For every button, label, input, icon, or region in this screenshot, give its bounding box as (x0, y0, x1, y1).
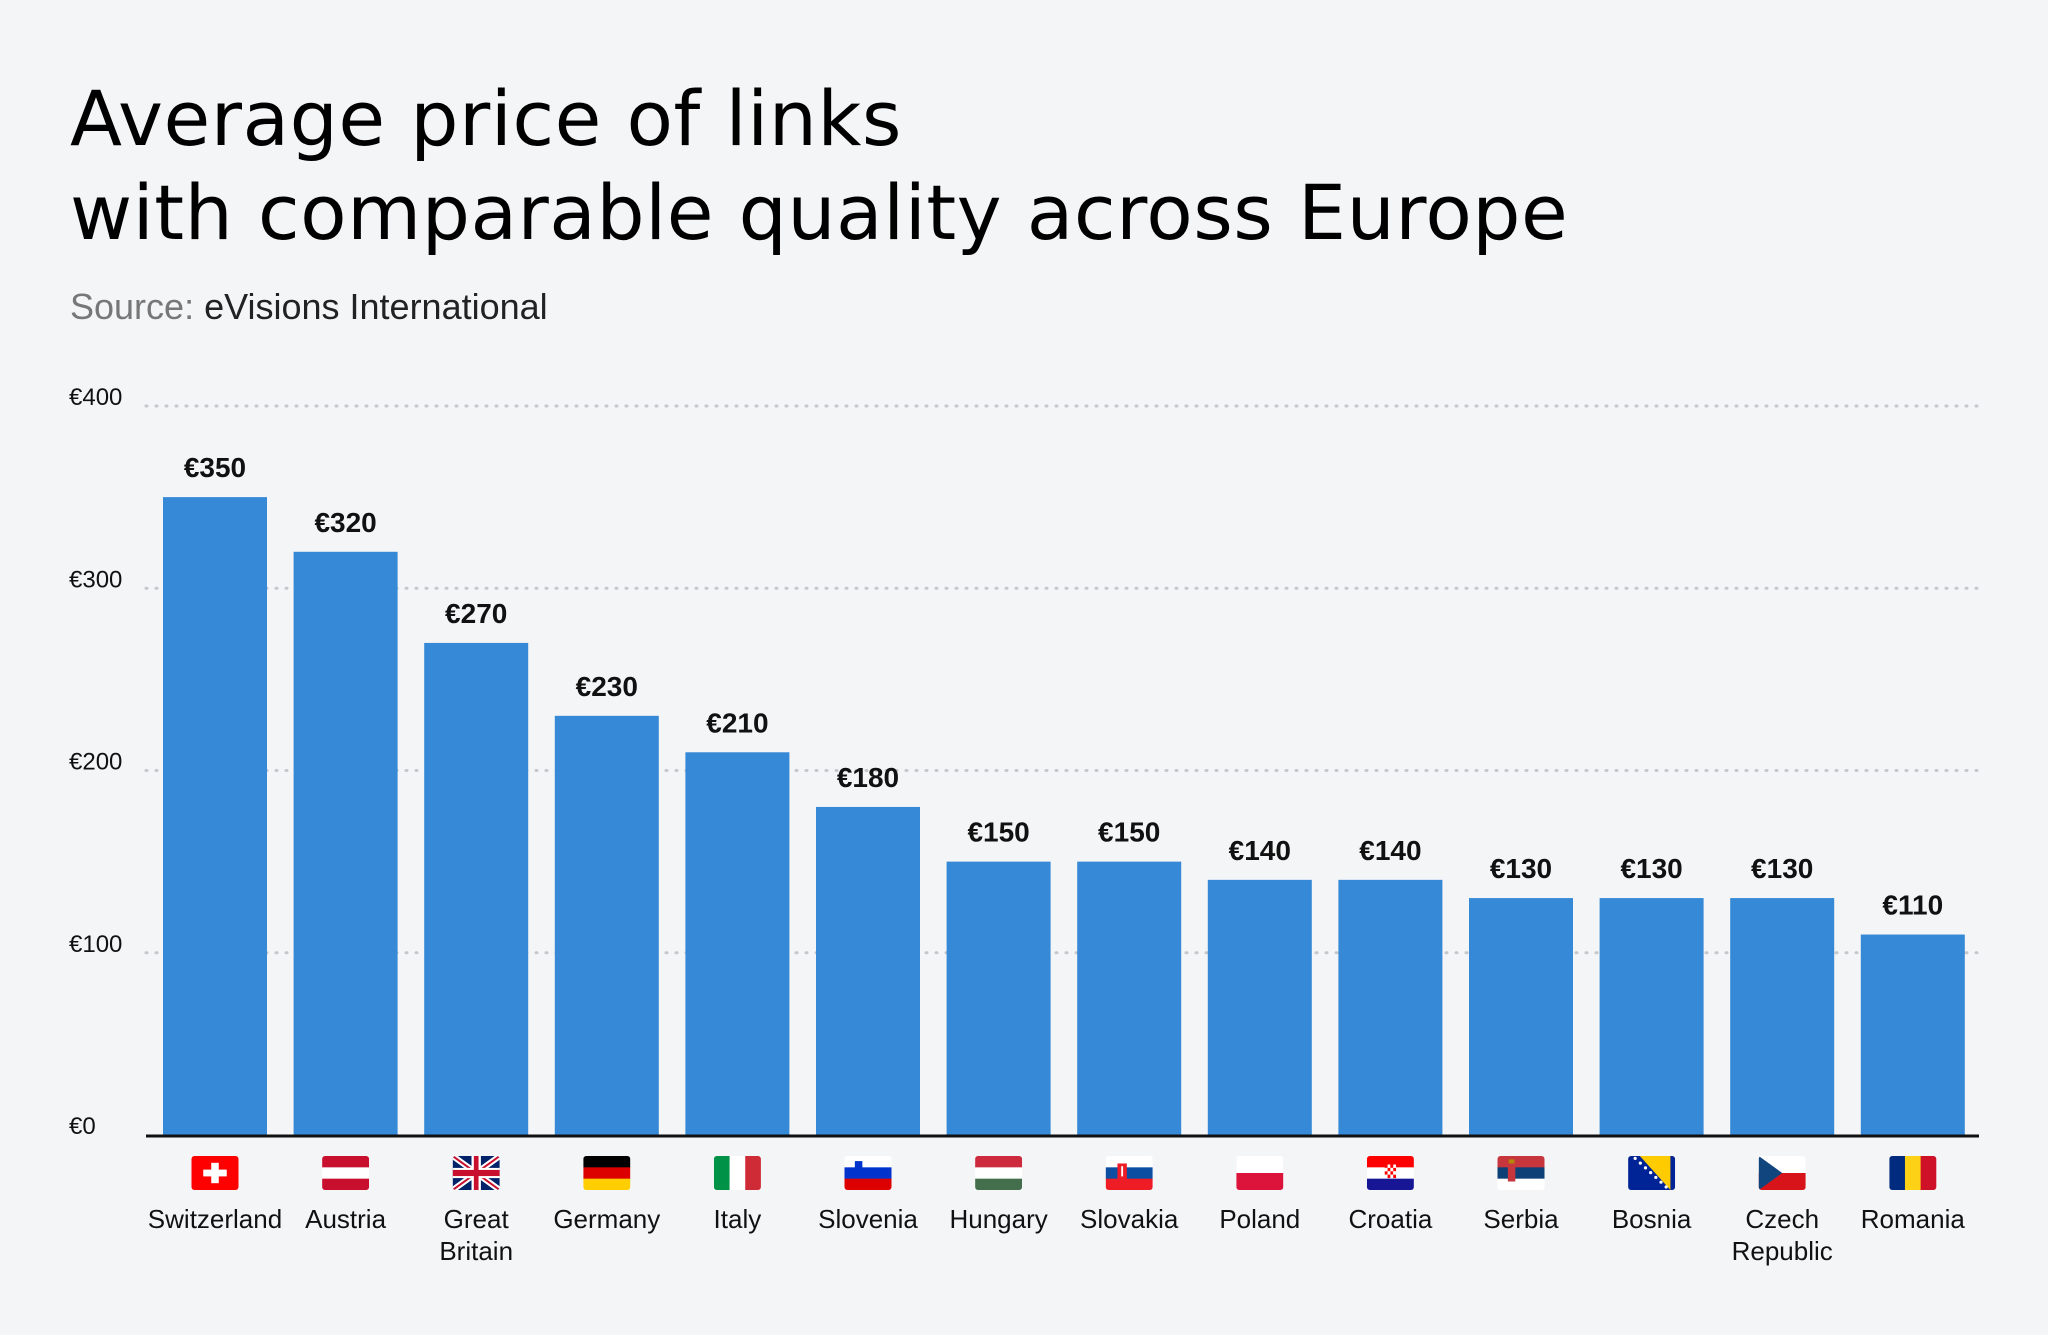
x-tick-label: Italy (714, 1204, 762, 1234)
x-tick-label: Switzerland (148, 1204, 282, 1234)
x-tick-label: Romania (1861, 1204, 1966, 1234)
value-label: €140 (1229, 835, 1291, 866)
flag-hu-icon (975, 1156, 1023, 1190)
y-tick-label: €400 (69, 384, 122, 411)
x-tick-label: Croatia (1348, 1204, 1432, 1234)
value-label: €130 (1490, 853, 1552, 884)
value-label: €150 (1098, 817, 1160, 848)
flag-ch-icon (191, 1156, 239, 1190)
flag-rs-icon (1497, 1156, 1545, 1190)
source-label: Source: (70, 286, 195, 327)
x-tick-label: Serbia (1483, 1204, 1559, 1234)
x-tick-label: Britain (439, 1236, 513, 1266)
bar (1599, 898, 1704, 1135)
x-tick-label: Hungary (949, 1204, 1047, 1234)
flag-gb-icon (452, 1156, 500, 1190)
bar (163, 497, 267, 1135)
title-line-2: with comparable quality across Europe (70, 168, 1569, 257)
value-label: €210 (706, 707, 768, 738)
x-tick-label: Czech (1745, 1204, 1819, 1234)
bar (293, 551, 398, 1135)
y-tick-label: €200 (69, 749, 122, 776)
flag-sk-icon (1105, 1156, 1153, 1190)
value-label: €140 (1359, 835, 1421, 866)
x-tick-label: Slovenia (818, 1204, 918, 1234)
value-label: €180 (837, 762, 899, 793)
bar (1207, 879, 1312, 1135)
flag-pl-icon (1236, 1156, 1284, 1190)
x-tick-label: Bosnia (1612, 1204, 1692, 1234)
bar (1338, 879, 1443, 1135)
value-label: €150 (967, 817, 1029, 848)
flag-ba-icon (1628, 1156, 1676, 1190)
flag-cz-icon (1758, 1156, 1806, 1190)
value-label: €130 (1751, 853, 1813, 884)
value-label: €130 (1620, 853, 1682, 884)
bar (1730, 898, 1835, 1135)
flag-hr-icon (1366, 1156, 1414, 1190)
x-tick-label: Poland (1219, 1204, 1300, 1234)
bar (554, 715, 659, 1135)
value-label: €230 (576, 671, 638, 702)
value-label: €320 (314, 507, 376, 538)
x-tick-label: Germany (553, 1204, 660, 1234)
flag-at-icon (322, 1156, 370, 1190)
value-label: €350 (184, 452, 246, 483)
x-tick-label: Austria (305, 1204, 386, 1234)
source-note: Source: eVisions International (70, 286, 548, 328)
y-tick-label: €100 (69, 931, 122, 958)
flag-si-icon (844, 1156, 892, 1190)
bar (1860, 934, 1965, 1135)
bar (1469, 898, 1573, 1135)
title-line-1: Average price of links (70, 74, 902, 163)
value-label: €110 (1882, 890, 1943, 921)
flag-de-icon (583, 1156, 631, 1190)
bar (816, 806, 920, 1135)
bar (946, 861, 1051, 1135)
flag-it-icon (713, 1156, 761, 1190)
y-tick-label: €300 (69, 566, 122, 593)
bar (685, 752, 790, 1135)
source-value: eVisions International (204, 286, 548, 327)
value-label: €270 (445, 598, 507, 629)
chart-title: Average price of links with comparable q… (70, 72, 1568, 260)
y-tick-label: €0 (69, 1113, 96, 1140)
flag-ro-icon (1889, 1156, 1937, 1190)
x-tick-label: Republic (1732, 1236, 1833, 1266)
x-tick-label: Great (444, 1204, 510, 1234)
bar (1077, 861, 1182, 1135)
bar (424, 642, 529, 1135)
x-tick-label: Slovakia (1080, 1204, 1179, 1234)
